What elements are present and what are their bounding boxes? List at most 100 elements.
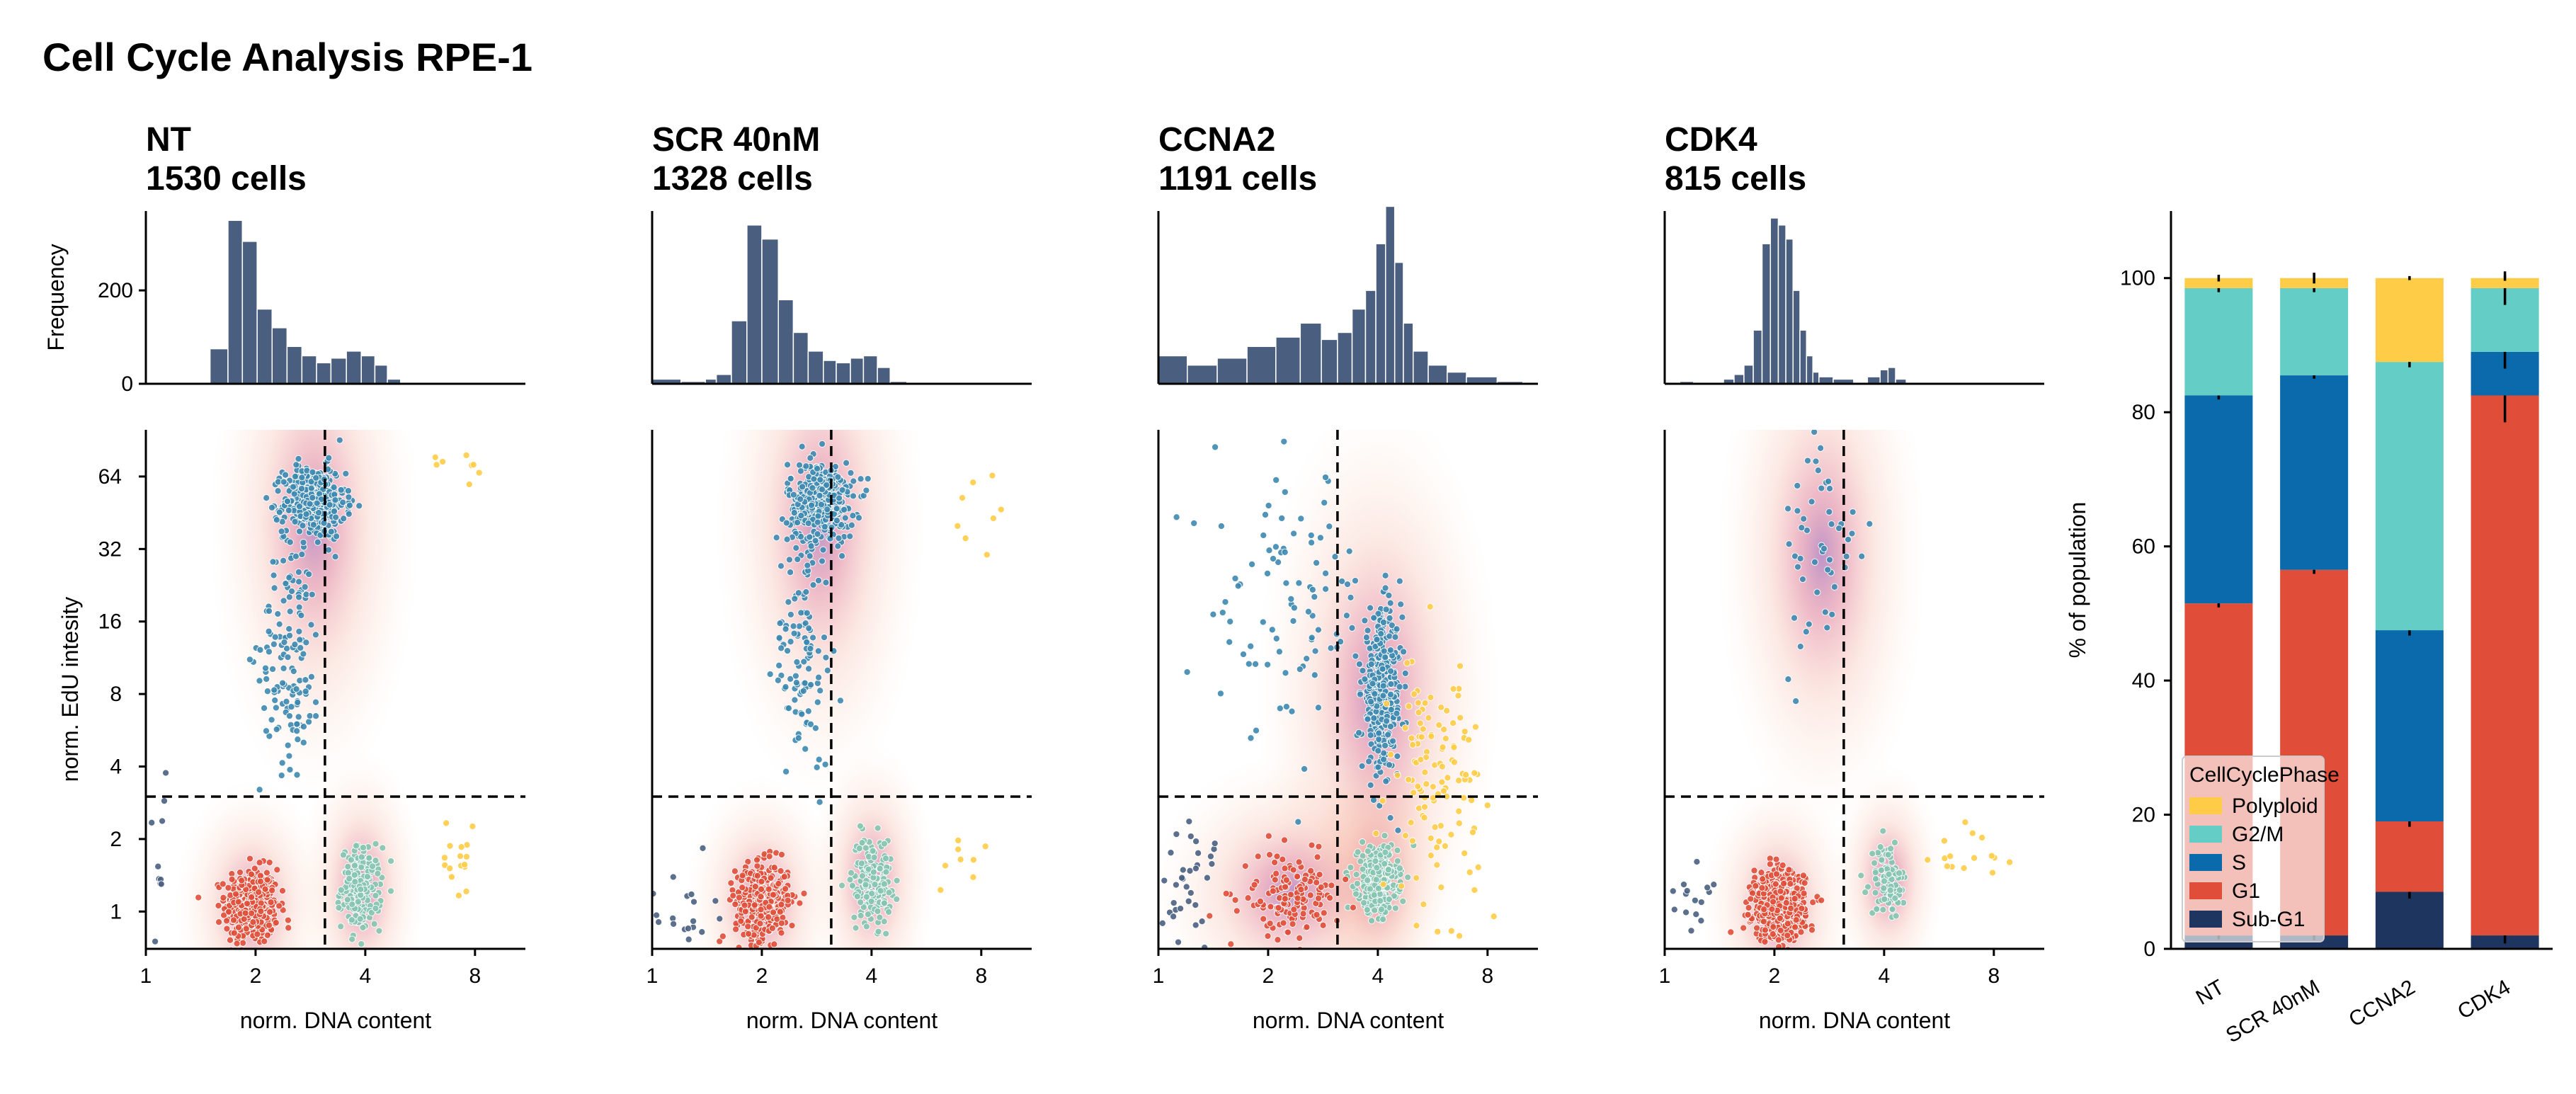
scatter-point <box>267 899 275 906</box>
histogram-bar <box>836 362 851 384</box>
scatter-point <box>1769 898 1777 906</box>
scatter-point <box>315 509 323 517</box>
scatter-point <box>799 687 807 695</box>
scatter-point <box>215 901 222 910</box>
x-axis-label: norm. DNA content <box>1759 1008 1950 1033</box>
scatter-point <box>962 535 969 542</box>
scatter-point <box>220 894 227 901</box>
scatter-point <box>1697 917 1705 925</box>
scatter-point <box>807 454 814 462</box>
bar-segment <box>2375 362 2444 631</box>
panel-cell-count: 1530 cells <box>146 160 307 198</box>
histogram-bar <box>1769 217 1779 384</box>
scatter-point <box>1414 699 1422 707</box>
scatter-point <box>1988 869 1997 877</box>
scatter-point <box>1263 569 1272 577</box>
scatter-point <box>286 538 294 546</box>
scatter-point <box>1265 851 1274 859</box>
scatter-point <box>1207 964 1213 970</box>
scatter-point <box>1415 709 1423 717</box>
histogram <box>1663 211 2044 385</box>
scatter-point <box>289 483 297 491</box>
scatter-point <box>1427 852 1435 860</box>
scatter-point <box>1385 761 1394 769</box>
scatter-point <box>154 862 162 870</box>
scatter-point <box>1343 612 1350 620</box>
scatter-point <box>856 822 864 830</box>
scatter-point <box>261 957 267 964</box>
scatter-point <box>1307 531 1315 540</box>
scatter-point <box>1438 778 1446 786</box>
scatter-point <box>773 534 780 542</box>
bar-segment <box>2184 287 2253 396</box>
scatter-point <box>284 654 292 661</box>
scatter-point <box>1301 765 1309 773</box>
scatter-point <box>1386 690 1395 698</box>
scatter-point <box>280 557 287 564</box>
histogram-y-tick-label: 0 <box>121 372 133 396</box>
scatter-point <box>816 491 823 499</box>
scatter-point <box>862 893 870 901</box>
histogram <box>651 211 1032 385</box>
scatter-point <box>1367 661 1375 668</box>
scatter-point <box>446 865 454 872</box>
scatter-point <box>223 917 231 925</box>
scatter-point <box>858 839 866 847</box>
scatter-point <box>797 495 804 503</box>
scatter-point <box>833 517 840 525</box>
scatter-point <box>1353 879 1361 887</box>
scatter-point <box>785 705 792 712</box>
scatter-point <box>1438 763 1446 770</box>
scatter-point <box>1400 648 1408 656</box>
scatter-point <box>233 940 241 947</box>
scatter-point <box>1379 916 1387 923</box>
x-tick-label: 1 <box>1153 964 1165 988</box>
scatter-point <box>1434 928 1442 935</box>
y-tick-label: 2 <box>110 828 122 851</box>
scatter-point <box>770 940 778 948</box>
scatter-point <box>286 632 294 639</box>
scatter-point <box>1387 680 1395 688</box>
legend-swatch <box>2189 911 2222 928</box>
scatter-point <box>1282 702 1290 711</box>
scatter-point <box>226 936 234 944</box>
scatter-point <box>777 850 785 858</box>
scatter-point <box>790 629 798 637</box>
scatter-point <box>1960 864 1968 872</box>
scatter-point <box>893 877 901 884</box>
scatter-point <box>1391 904 1399 912</box>
scatter-point <box>756 920 764 928</box>
scatter-point <box>1226 617 1234 625</box>
scatter-point <box>815 756 823 763</box>
scatter-point <box>885 908 893 916</box>
scatter-point <box>1456 662 1464 670</box>
scatter-point <box>293 727 301 735</box>
scatter-point <box>797 609 805 617</box>
scatter-point <box>1284 928 1292 936</box>
histogram-bar <box>1733 374 1745 384</box>
scatter-point <box>274 487 282 495</box>
scatter-point <box>1260 915 1267 923</box>
scatter-point <box>1456 1007 1462 1013</box>
scatter-point <box>1787 904 1795 912</box>
scatter-point <box>1397 600 1405 608</box>
scatter-point <box>270 584 278 592</box>
scatter-point <box>782 683 790 691</box>
scatter-point <box>1273 853 1281 860</box>
scatter-point <box>1385 895 1393 904</box>
scatter-point <box>882 868 890 876</box>
scatter-point <box>279 679 287 687</box>
scatter-point <box>1435 721 1443 729</box>
scatter-point <box>1315 843 1323 850</box>
scatter-point <box>1299 910 1307 918</box>
scatter-point <box>239 939 247 947</box>
scatter-point <box>1873 905 1881 913</box>
scatter-inner <box>1158 430 1501 1013</box>
scatter-point <box>351 878 359 886</box>
scatter-point <box>1328 882 1335 889</box>
scatter-point <box>798 443 806 450</box>
scatter-point <box>455 891 462 899</box>
scatter-point <box>1398 882 1406 890</box>
scatter-point <box>867 897 875 906</box>
